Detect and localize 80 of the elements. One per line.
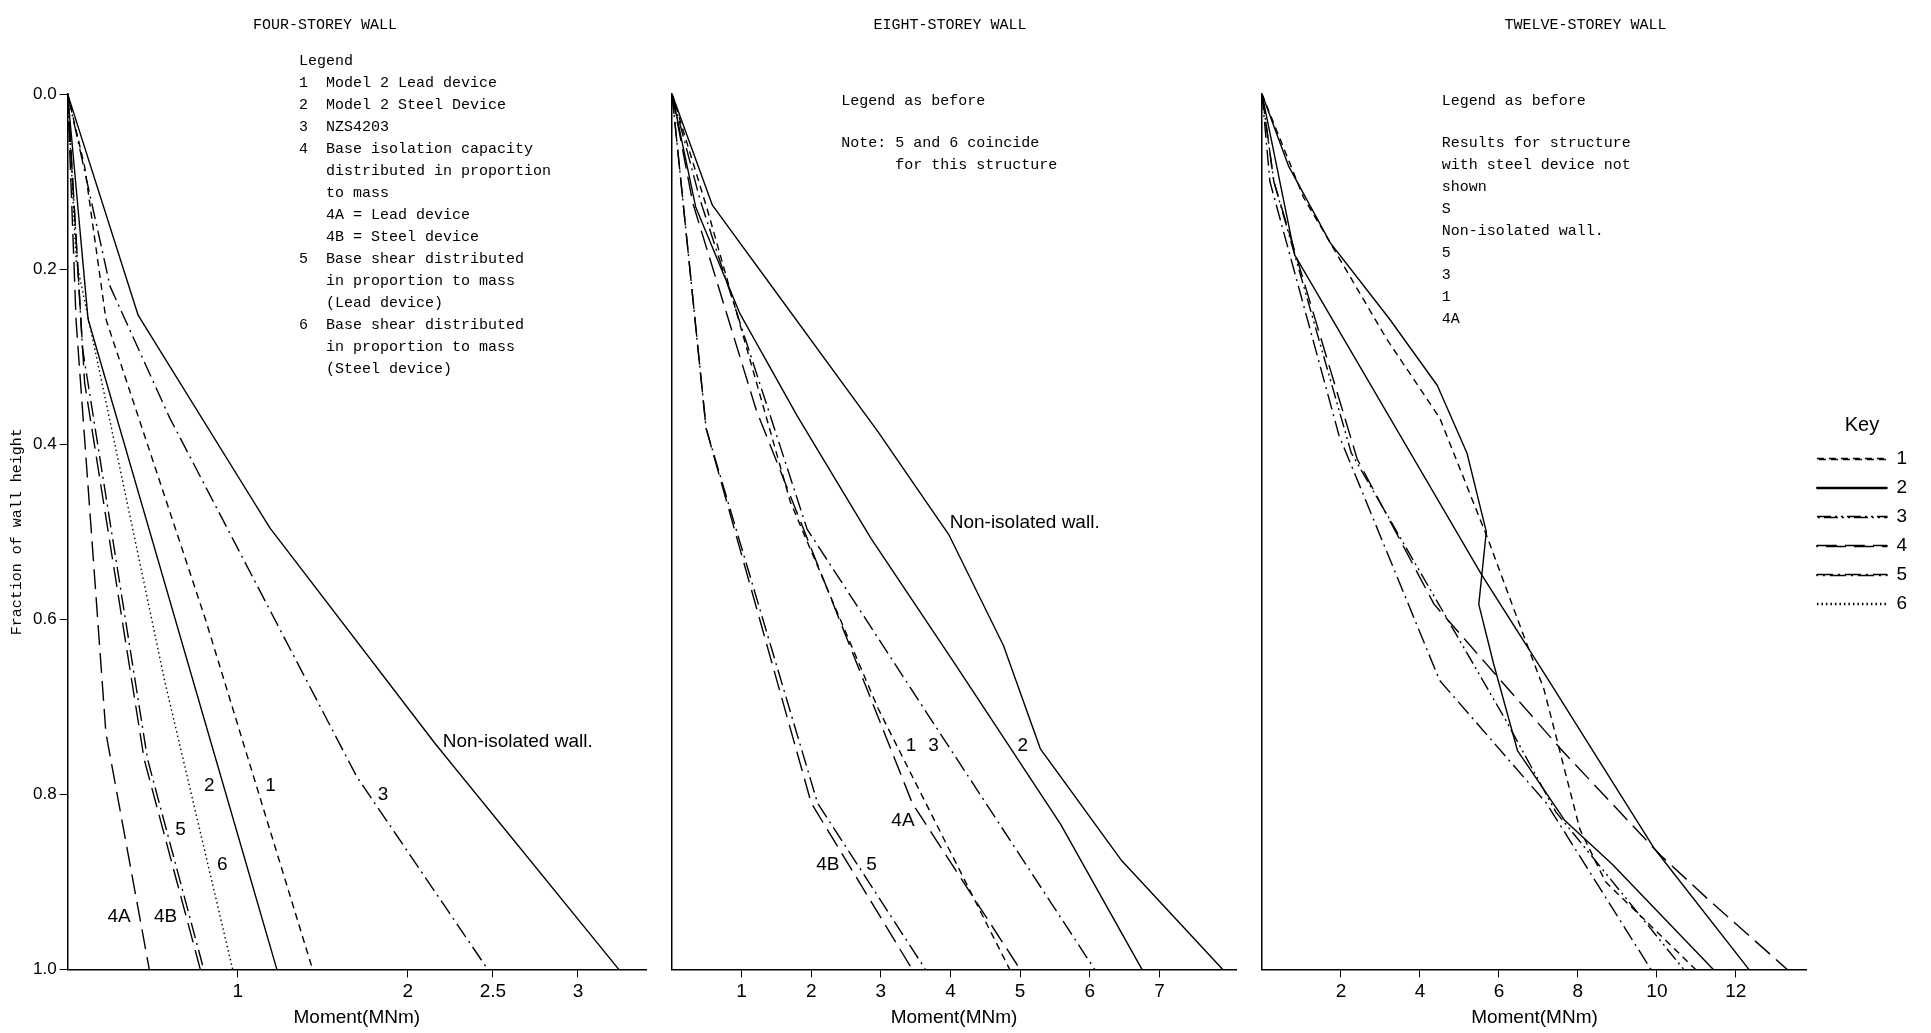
annotation: 4 Base isolation capacity bbox=[298, 141, 534, 159]
series-label: 5 bbox=[175, 817, 186, 839]
annotation: Legend as before bbox=[1441, 93, 1586, 111]
x-tick-label: 3 bbox=[875, 980, 887, 1002]
annotation: 5 bbox=[1441, 245, 1451, 263]
chart-title: TWELVE-STOREY WALL bbox=[1504, 16, 1667, 34]
legend-label: 3 bbox=[1896, 505, 1908, 527]
x-axis-title: Moment(MNm) bbox=[1471, 1005, 1598, 1027]
annotation: Note: 5 and 6 coincide bbox=[841, 135, 1040, 153]
y-tick-label: 0.2 bbox=[32, 258, 57, 278]
x-tick-label: 2 bbox=[1335, 980, 1347, 1002]
annotation: distributed in proportion bbox=[298, 163, 552, 181]
annotation: with steel device not bbox=[1441, 157, 1631, 175]
chart-title: EIGHT-STOREY WALL bbox=[873, 16, 1027, 34]
annotation: in proportion to mass bbox=[298, 273, 516, 291]
legend-label: 4 bbox=[1896, 534, 1908, 556]
annotation: in proportion to mass bbox=[298, 339, 516, 357]
annotation: 4A bbox=[1441, 311, 1460, 329]
y-tick-label: 0.4 bbox=[32, 433, 57, 453]
chart-title: FOUR-STOREY WALL bbox=[252, 16, 398, 34]
legend-label: 2 bbox=[1896, 476, 1908, 498]
text: Legend bbox=[298, 53, 353, 71]
annotation: to mass bbox=[298, 185, 389, 203]
x-tick-label: 10 bbox=[1646, 980, 1668, 1002]
text: 1 Model 2 Lead device bbox=[298, 75, 498, 93]
y-tick-label: 0.8 bbox=[32, 784, 57, 804]
legend-label: 6 bbox=[1896, 592, 1908, 614]
annotation: 1 bbox=[1441, 289, 1451, 307]
annotation: Legend as before bbox=[841, 93, 986, 111]
annotation: 6 Base shear distributed bbox=[298, 317, 525, 335]
legend-title: Key bbox=[1844, 413, 1880, 436]
x-tick-label: 1 bbox=[736, 980, 747, 1002]
series-label: 2 bbox=[203, 773, 215, 795]
annotation: for this structure bbox=[841, 157, 1058, 175]
annotation: 4A = Lead device bbox=[298, 207, 471, 225]
x-tick-label: 6 bbox=[1493, 980, 1505, 1002]
legend-label: 5 bbox=[1896, 563, 1908, 585]
y-axis-title: Fraction of wall height bbox=[8, 428, 26, 636]
x-tick-label: 4 bbox=[1414, 980, 1426, 1002]
series-label: 4B bbox=[816, 852, 840, 874]
series-label: 5 bbox=[866, 852, 877, 874]
series-label: 4B bbox=[154, 905, 178, 927]
series-label: 2 bbox=[1017, 733, 1029, 755]
annotation: 5 Base shear distributed bbox=[298, 251, 525, 269]
x-tick-label: 7 bbox=[1154, 980, 1165, 1002]
series-label: 3 bbox=[928, 733, 939, 755]
x-tick-label: 6 bbox=[1084, 980, 1096, 1002]
series-label: Non-isolated wall. bbox=[949, 511, 1100, 533]
x-tick-label: 1 bbox=[232, 980, 244, 1002]
series-label: 4A bbox=[891, 808, 915, 830]
x-tick-label: 5 bbox=[1014, 980, 1026, 1002]
annotation: 3 NZS4203 bbox=[298, 119, 389, 137]
y-tick-label: 1.0 bbox=[32, 959, 57, 979]
x-axis-title: Moment(MNm) bbox=[293, 1005, 421, 1027]
x-tick-label: 2.5 bbox=[479, 980, 507, 1002]
legend-label: 1 bbox=[1896, 447, 1908, 469]
y-tick-label: 0.6 bbox=[32, 608, 57, 628]
annotation: 2 Model 2 Steel Device bbox=[298, 97, 507, 115]
x-tick-label: 2 bbox=[402, 980, 414, 1002]
y-tick-label: 0.0 bbox=[32, 83, 57, 103]
series-label: 4A bbox=[107, 905, 131, 927]
series-label: 3 bbox=[377, 782, 389, 804]
x-tick-label: 12 bbox=[1725, 980, 1747, 1002]
annotation: 3 bbox=[1441, 267, 1451, 285]
x-axis-title: Moment(MNm) bbox=[890, 1005, 1018, 1027]
x-tick-label: 8 bbox=[1572, 980, 1584, 1002]
annotation: (Lead device) bbox=[298, 295, 444, 313]
series-label: 1 bbox=[905, 733, 917, 755]
x-tick-label: 2 bbox=[805, 980, 817, 1002]
annotation: (Steel device) bbox=[298, 361, 453, 379]
x-tick-label: 4 bbox=[945, 980, 957, 1002]
series-label: 1 bbox=[265, 773, 276, 795]
annotation: S bbox=[1441, 201, 1451, 219]
series-label: 6 bbox=[216, 852, 228, 874]
x-tick-label: 3 bbox=[572, 980, 584, 1002]
annotation: 4B = Steel device bbox=[298, 229, 480, 247]
series-label: Non-isolated wall. bbox=[442, 730, 593, 752]
annotation: Non-isolated wall. bbox=[1441, 223, 1604, 241]
annotation: shown bbox=[1441, 179, 1487, 197]
annotation: Results for structure bbox=[1441, 135, 1631, 153]
